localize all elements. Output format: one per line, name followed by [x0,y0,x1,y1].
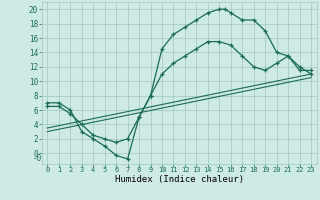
Text: -0: -0 [32,154,42,163]
X-axis label: Humidex (Indice chaleur): Humidex (Indice chaleur) [115,175,244,184]
